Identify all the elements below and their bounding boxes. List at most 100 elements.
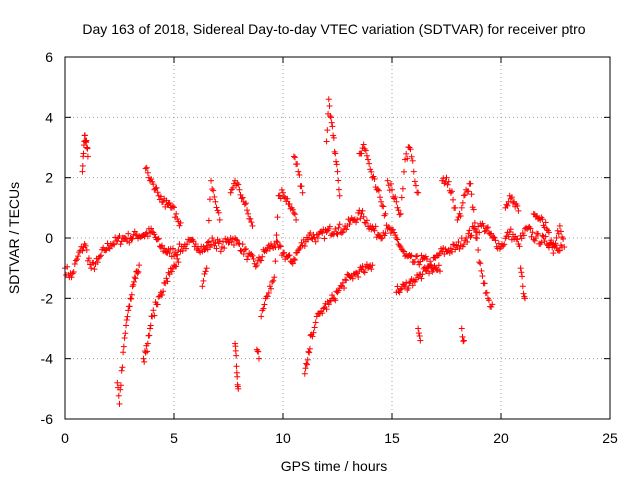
data-point	[421, 264, 428, 271]
data-point	[448, 248, 455, 255]
data-point	[354, 216, 361, 223]
data-point	[326, 223, 333, 230]
data-point	[286, 252, 293, 259]
data-point	[307, 230, 314, 237]
data-point	[415, 330, 422, 337]
data-point	[552, 240, 559, 247]
data-point	[357, 215, 364, 222]
data-point	[215, 209, 222, 216]
data-point	[460, 337, 467, 344]
data-point	[79, 247, 86, 254]
data-point	[122, 330, 129, 337]
data-point	[301, 243, 308, 250]
data-point	[151, 312, 158, 319]
data-point	[304, 356, 311, 363]
data-point	[276, 242, 283, 249]
data-point	[161, 245, 168, 252]
data-point	[216, 238, 223, 245]
data-point	[306, 349, 313, 356]
data-point	[554, 227, 561, 234]
data-point	[327, 114, 334, 121]
data-point	[239, 194, 246, 201]
data-point	[456, 245, 463, 252]
data-point	[355, 273, 362, 280]
data-point	[131, 278, 138, 285]
data-point	[75, 253, 82, 260]
data-point	[255, 348, 262, 355]
data-point	[435, 262, 442, 269]
data-point	[200, 277, 207, 284]
data-point	[514, 236, 521, 243]
data-point	[395, 207, 402, 214]
data-point	[356, 207, 363, 214]
data-point	[152, 185, 159, 192]
data-point	[291, 257, 298, 264]
data-point	[171, 204, 177, 211]
data-point	[80, 150, 87, 157]
data-point	[488, 230, 495, 237]
data-point	[264, 293, 271, 300]
data-point	[454, 216, 461, 223]
data-point	[519, 283, 526, 290]
data-point	[462, 191, 469, 198]
data-point	[335, 287, 342, 294]
data-point	[68, 274, 75, 281]
data-point	[396, 211, 403, 218]
data-point	[355, 209, 362, 216]
data-point	[458, 204, 465, 211]
data-point	[353, 219, 360, 226]
data-point	[265, 289, 272, 296]
data-point	[120, 343, 127, 350]
data-point	[290, 255, 297, 262]
data-point	[545, 229, 552, 236]
data-point	[481, 228, 488, 235]
data-point	[165, 200, 172, 207]
data-point	[402, 283, 409, 290]
data-point	[247, 215, 254, 222]
data-point	[118, 367, 125, 374]
data-point	[184, 241, 191, 248]
data-point	[111, 241, 118, 248]
data-point	[144, 340, 151, 347]
data-point	[379, 202, 386, 209]
data-point	[306, 345, 313, 352]
data-point	[225, 239, 232, 246]
y-tick-label: 2	[45, 170, 53, 186]
data-point	[447, 189, 454, 196]
data-point	[470, 206, 477, 213]
data-point	[490, 233, 497, 240]
data-point	[126, 239, 133, 246]
data-point	[532, 235, 539, 241]
data-point	[514, 202, 521, 209]
data-point	[217, 248, 224, 255]
data-point	[380, 203, 387, 210]
data-point	[203, 265, 210, 272]
x-tick-label: 5	[170, 430, 178, 446]
data-point	[353, 269, 360, 276]
data-point	[216, 216, 223, 223]
data-point	[531, 237, 538, 244]
y-tick-label: 6	[45, 49, 53, 65]
data-point	[148, 176, 155, 183]
data-point	[334, 231, 341, 238]
data-point	[504, 202, 511, 209]
data-point	[375, 231, 382, 238]
data-point	[160, 198, 167, 205]
data-point	[418, 275, 425, 282]
data-points	[62, 96, 568, 407]
data-point	[150, 307, 157, 314]
data-point	[126, 303, 133, 310]
data-point	[163, 197, 170, 204]
data-point	[97, 252, 104, 259]
data-point	[517, 265, 524, 272]
data-point	[112, 234, 119, 241]
data-point	[447, 245, 454, 252]
data-point	[398, 285, 405, 292]
data-point	[106, 245, 113, 252]
data-point	[289, 206, 296, 213]
data-point	[519, 273, 526, 280]
data-point	[81, 132, 88, 139]
data-point	[84, 153, 91, 160]
data-point	[281, 193, 288, 200]
